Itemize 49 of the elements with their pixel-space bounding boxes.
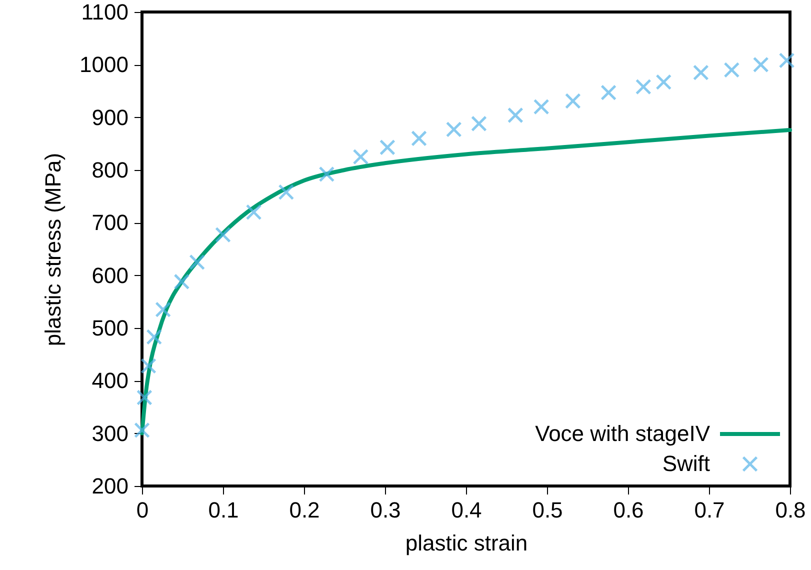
y-tick-label: 600 xyxy=(92,262,128,288)
point xyxy=(278,184,294,200)
point xyxy=(189,254,206,270)
legend-label: Voce with stageIV xyxy=(535,421,710,446)
point xyxy=(778,52,795,68)
point xyxy=(600,84,617,101)
x-tick-label: 0.6 xyxy=(613,498,644,522)
x-tick-label: 0.7 xyxy=(694,498,725,522)
point xyxy=(134,422,150,438)
y-tick-label: 1100 xyxy=(81,0,128,24)
point xyxy=(471,116,487,132)
x-tick-label: 0.4 xyxy=(451,498,482,522)
point xyxy=(246,204,262,220)
point xyxy=(656,74,672,90)
point xyxy=(692,64,709,81)
point xyxy=(379,139,396,156)
x-tick-label: 0.3 xyxy=(370,498,401,522)
y-tick-label: 500 xyxy=(92,316,128,340)
y-tick-label: 700 xyxy=(92,210,128,236)
x-tick-label: 0.1 xyxy=(208,498,239,522)
point xyxy=(446,121,462,138)
x-tick-label: 0.8 xyxy=(775,498,806,522)
y-tick-label: 900 xyxy=(92,104,128,130)
x-tick-label: 0.5 xyxy=(532,498,563,522)
point xyxy=(752,56,769,73)
point xyxy=(507,107,524,124)
y-tick-label: 1000 xyxy=(80,52,128,78)
y-tick-label: 400 xyxy=(92,368,128,394)
y-axis-title: plastic stress (MPa) xyxy=(40,152,66,346)
y-tick-label: 300 xyxy=(92,420,128,446)
y-tick-label: 800 xyxy=(92,158,128,182)
point xyxy=(533,98,550,115)
point xyxy=(136,390,152,406)
point xyxy=(155,302,172,318)
point xyxy=(215,226,231,243)
x-axis-title: plastic strain xyxy=(405,530,528,556)
point xyxy=(140,358,156,374)
point xyxy=(352,148,369,165)
legend-label: Swift xyxy=(662,451,710,476)
point xyxy=(146,328,162,345)
point xyxy=(564,93,581,109)
point xyxy=(635,78,652,95)
point xyxy=(411,130,427,146)
point xyxy=(318,166,335,182)
point xyxy=(724,62,740,78)
x-tick-label: 0.2 xyxy=(289,498,320,522)
y-tick-label: 200 xyxy=(92,474,128,498)
x-tick-label: 0 xyxy=(136,498,149,522)
point xyxy=(174,274,190,290)
